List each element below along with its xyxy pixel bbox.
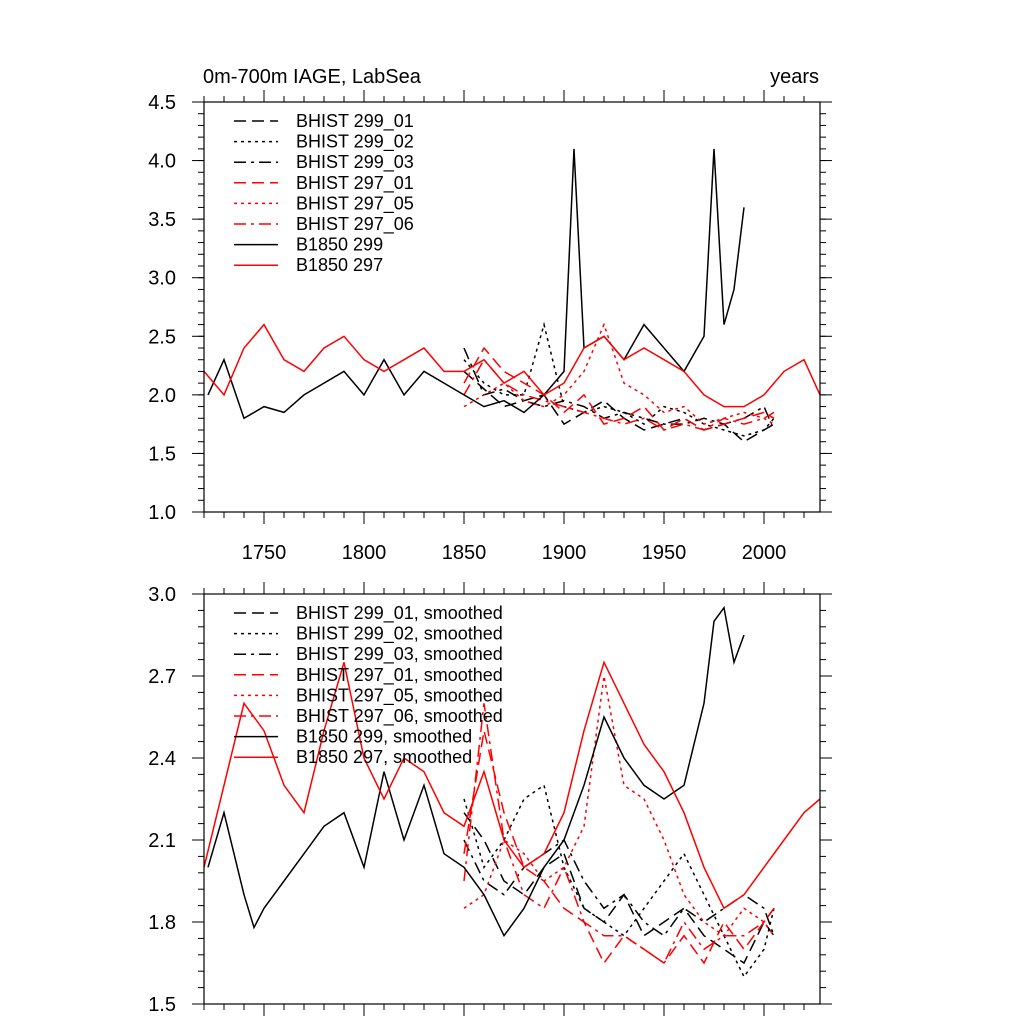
x-tick-label: 1750 [242,542,287,564]
series-line [463,730,775,965]
y-tick-label: 3.0 [148,584,176,606]
y-tick-label: 2.4 [148,748,176,770]
series-line [463,703,775,965]
chart-units-label: years [770,66,819,88]
x-tick-label: 1850 [442,542,487,564]
series-line [463,812,775,965]
series-line [463,322,775,425]
legend-label: BHIST 299_01 [296,111,414,132]
y-tick-label: 4.5 [148,92,176,114]
legend-label: BHIST 297_06 [296,214,414,235]
legend-label: B1850 299, smoothed [296,727,472,747]
y-tick-label: 2.0 [148,385,176,407]
bottom-plot-frame [203,593,821,1005]
series-line [463,321,775,437]
legend-label: BHIST 297_06, smoothed [296,706,503,727]
y-tick-label: 1.5 [148,994,176,1016]
bottom-series-group [203,605,821,979]
legend-label: BHIST 299_03 [296,152,414,173]
y-tick-label: 3.5 [148,209,176,231]
legend-label: BHIST 299_01, smoothed [296,603,503,624]
legend-label: BHIST 299_03, smoothed [296,644,503,665]
x-tick-label: 1900 [542,542,587,564]
y-tick-label: 1.5 [148,443,176,465]
legend-label: BHIST 299_02, smoothed [296,624,503,645]
bottom-axes: 1.5 1.8 2.1 2.4 2.7 3.0 [148,582,832,1016]
y-tick-label: 2.5 [148,326,176,348]
legend-label: BHIST 297_05 [296,193,414,214]
top-axes: 1750 1800 1850 1900 1950 2000 1.0 1.5 2.0 2.5 3.0 3… [148,90,832,564]
legend-label: BHIST 297_01, smoothed [296,665,503,686]
legend-label: BHIST 299_02 [296,132,414,153]
top-plot-frame [203,101,821,513]
legend-label: B1850 297 [296,255,383,275]
series-line [203,660,821,910]
series-line [463,784,775,979]
x-tick-label: 1950 [642,542,687,564]
x-tick-label: 1800 [342,542,387,564]
y-tick-label: 2.7 [148,666,176,688]
y-tick-label: 4.0 [148,151,176,173]
series-line [463,358,775,431]
series-line [203,323,821,408]
series-line [463,346,775,431]
series-line [463,675,775,937]
legend-label: BHIST 297_05, smoothed [296,685,503,706]
x-tick-label: 2000 [742,542,787,564]
top-panel: 0m-700m IAGE, LabSea years 1750 1800 1850 1… [148,66,832,564]
chart-title: 0m-700m IAGE, LabSea [203,66,422,88]
y-tick-label: 3.0 [148,268,176,290]
legend-label: B1850 297, smoothed [296,747,472,767]
top-series-group [203,148,821,443]
series-line [207,605,745,938]
series-line [463,347,775,431]
legend-label: BHIST 297_01 [296,173,414,194]
bottom-panel: 1.5 1.8 2.1 2.4 2.7 3.0 BHIST 299_01, smoothe… [148,582,832,1016]
y-tick-label: 2.1 [148,830,176,852]
legend-label: B1850 299 [296,235,383,255]
y-tick-label: 1.8 [148,912,176,934]
series-line [463,838,775,937]
y-tick-label: 1.0 [148,502,176,524]
